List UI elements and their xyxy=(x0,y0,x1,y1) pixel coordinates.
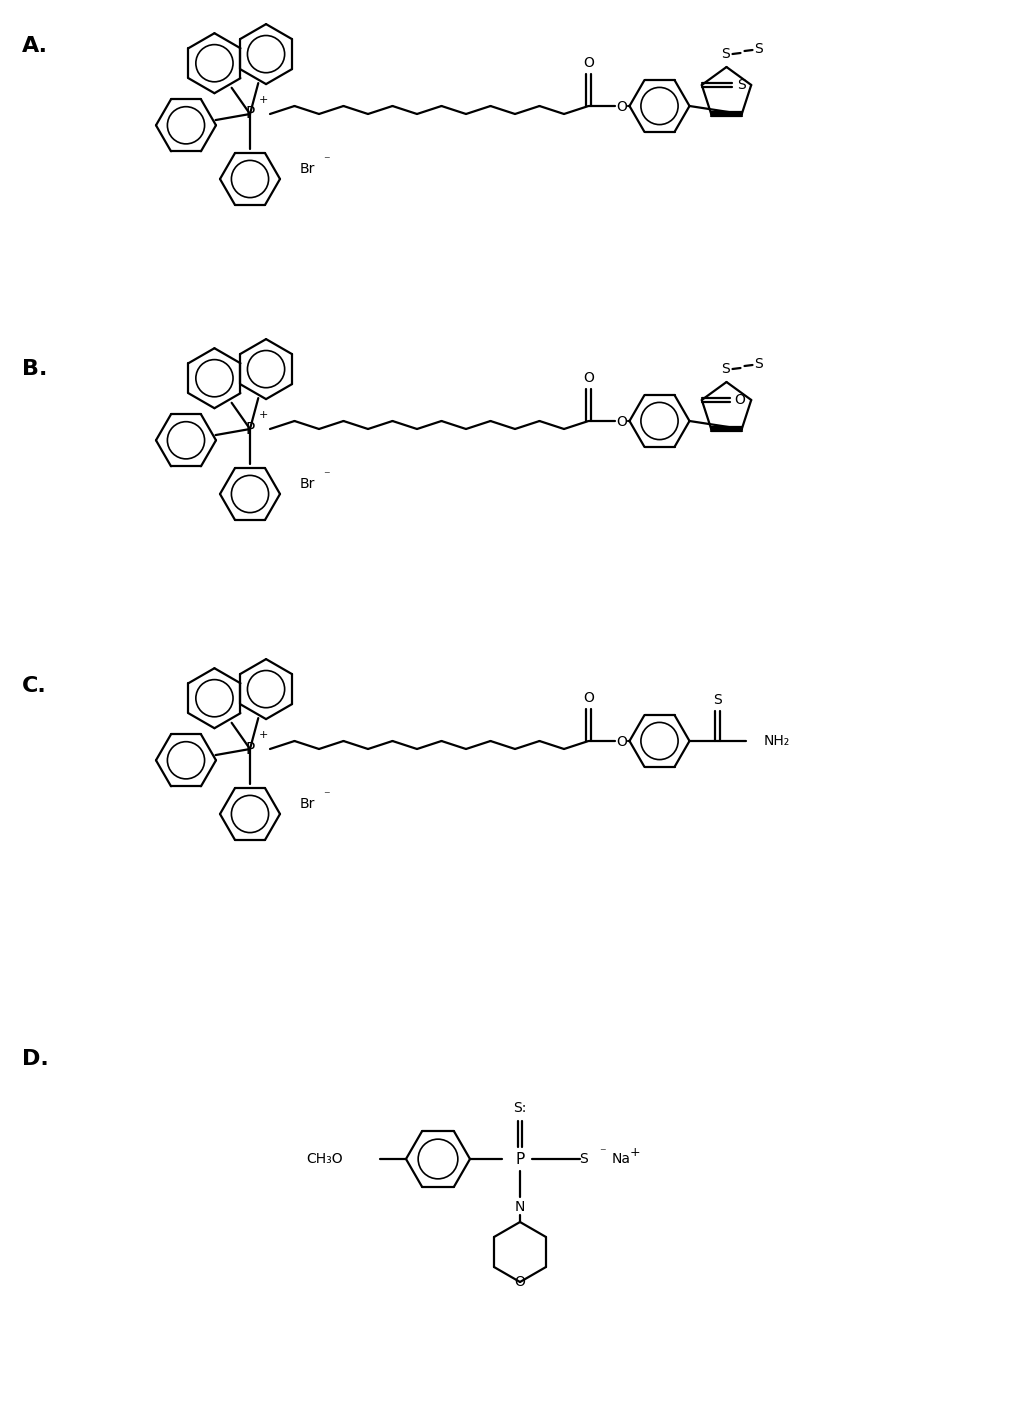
Text: S: S xyxy=(712,693,721,706)
Text: A.: A. xyxy=(22,36,48,56)
Text: S:: S: xyxy=(513,1101,526,1115)
Text: O: O xyxy=(583,372,593,384)
Text: O: O xyxy=(615,100,627,114)
Text: CH₃O: CH₃O xyxy=(306,1152,342,1166)
Text: O: O xyxy=(583,691,593,705)
Text: +: + xyxy=(258,95,267,105)
Text: S: S xyxy=(579,1152,588,1166)
Text: Na: Na xyxy=(611,1152,631,1166)
Text: C.: C. xyxy=(22,676,47,696)
Text: Br: Br xyxy=(300,797,315,812)
Text: N: N xyxy=(515,1200,525,1215)
Text: S: S xyxy=(720,47,730,61)
Text: O: O xyxy=(615,735,627,749)
Text: ⁻: ⁻ xyxy=(322,154,329,168)
Text: P: P xyxy=(515,1152,524,1166)
Text: P: P xyxy=(246,742,255,756)
Text: +: + xyxy=(258,410,267,420)
Text: O: O xyxy=(583,56,593,70)
Text: S: S xyxy=(753,41,762,56)
Text: S: S xyxy=(753,357,762,372)
Text: S: S xyxy=(737,78,746,93)
Text: O: O xyxy=(514,1274,525,1289)
Text: ⁻: ⁻ xyxy=(322,789,329,803)
Text: Br: Br xyxy=(300,477,315,491)
Text: Br: Br xyxy=(300,162,315,177)
Text: P: P xyxy=(246,107,255,121)
Text: B.: B. xyxy=(22,359,47,379)
Text: +: + xyxy=(629,1146,640,1159)
Text: O: O xyxy=(734,393,745,407)
Text: S: S xyxy=(720,362,730,376)
Text: P: P xyxy=(246,422,255,437)
Text: NH₂: NH₂ xyxy=(763,733,789,748)
Text: O: O xyxy=(615,414,627,429)
Text: ⁻: ⁻ xyxy=(322,470,329,483)
Text: D.: D. xyxy=(22,1049,49,1069)
Text: +: + xyxy=(258,731,267,740)
Text: ⁻: ⁻ xyxy=(598,1146,604,1159)
